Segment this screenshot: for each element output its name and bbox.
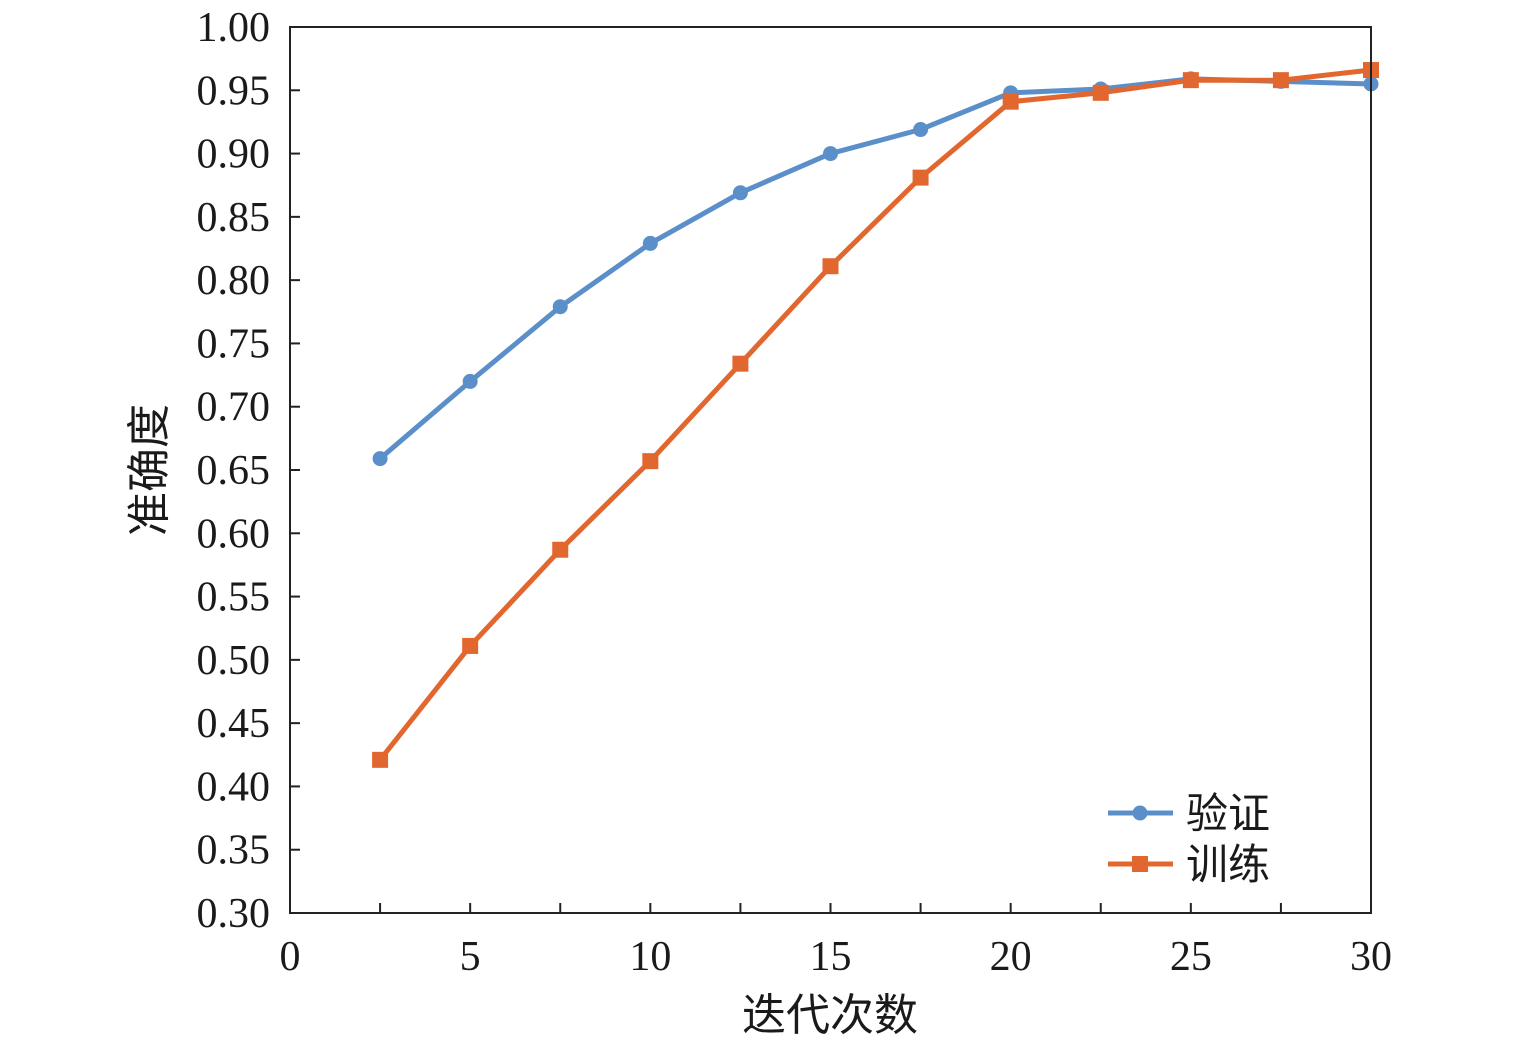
data-point-square (1272, 72, 1289, 89)
y-axis: 0.30 0.35 0.40 0.45 0.50 0.55 0.60 0.65 0.70 0.75… (197, 5, 300, 937)
data-point-square (732, 355, 749, 372)
data-point-square (372, 751, 389, 768)
series-square (372, 62, 1379, 768)
y-tick-label: 0.55 (197, 575, 271, 621)
data-point-square (642, 453, 659, 470)
series-line (377, 76, 1374, 462)
y-tick-label: 0.95 (197, 68, 271, 114)
series-layer (372, 62, 1379, 768)
data-point-square (462, 637, 479, 654)
y-tick-label: 0.65 (197, 448, 271, 494)
data-point-circle (913, 122, 929, 138)
series-circle (372, 71, 1379, 467)
x-tick-label: 0 (280, 934, 301, 980)
x-tick-label: 5 (460, 934, 481, 980)
data-point-square (912, 169, 929, 186)
data-point-circle (372, 451, 388, 467)
data-point-square (1132, 856, 1148, 872)
y-tick-label: 0.35 (197, 828, 271, 874)
data-point-square (552, 541, 569, 558)
data-point-circle (642, 235, 658, 251)
y-tick-label: 1.00 (197, 5, 271, 51)
legend-label: 训练 (1186, 840, 1270, 889)
y-tick-label: 0.90 (197, 132, 271, 178)
x-tick-label: 10 (629, 934, 671, 980)
x-tick-label: 15 (810, 934, 852, 980)
data-point-square (1092, 84, 1109, 101)
data-point-circle (462, 373, 478, 389)
data-point-square (1002, 93, 1019, 110)
legend-label: 验证 (1186, 789, 1270, 838)
data-point-circle (1132, 805, 1148, 821)
data-point-square (822, 258, 839, 275)
y-tick-label: 0.30 (197, 891, 271, 937)
x-axis-title: 迭代次数 (742, 990, 918, 1041)
y-tick-label: 0.75 (197, 321, 271, 367)
data-point-circle (732, 185, 748, 201)
x-axis: 0 5 10 15 20 25 30 (280, 903, 1392, 980)
data-point-circle (552, 299, 568, 315)
data-point-square (1182, 72, 1199, 89)
legend-item: 训练 (1108, 840, 1270, 889)
data-point-circle (823, 146, 838, 162)
y-tick-label: 0.80 (197, 258, 271, 304)
x-tick-label: 25 (1170, 934, 1212, 980)
y-tick-label: 0.60 (197, 511, 271, 557)
y-tick-label: 0.40 (197, 764, 271, 810)
series-line (377, 67, 1374, 763)
y-axis-title: 准确度 (124, 404, 175, 536)
y-tick-label: 0.70 (197, 385, 271, 431)
legend-item: 验证 (1108, 789, 1270, 838)
y-tick-label: 0.50 (197, 638, 271, 684)
x-tick-label: 30 (1350, 934, 1392, 980)
x-tick-label: 20 (990, 934, 1032, 980)
y-tick-label: 0.85 (197, 195, 271, 241)
y-tick-label: 0.45 (197, 701, 271, 747)
